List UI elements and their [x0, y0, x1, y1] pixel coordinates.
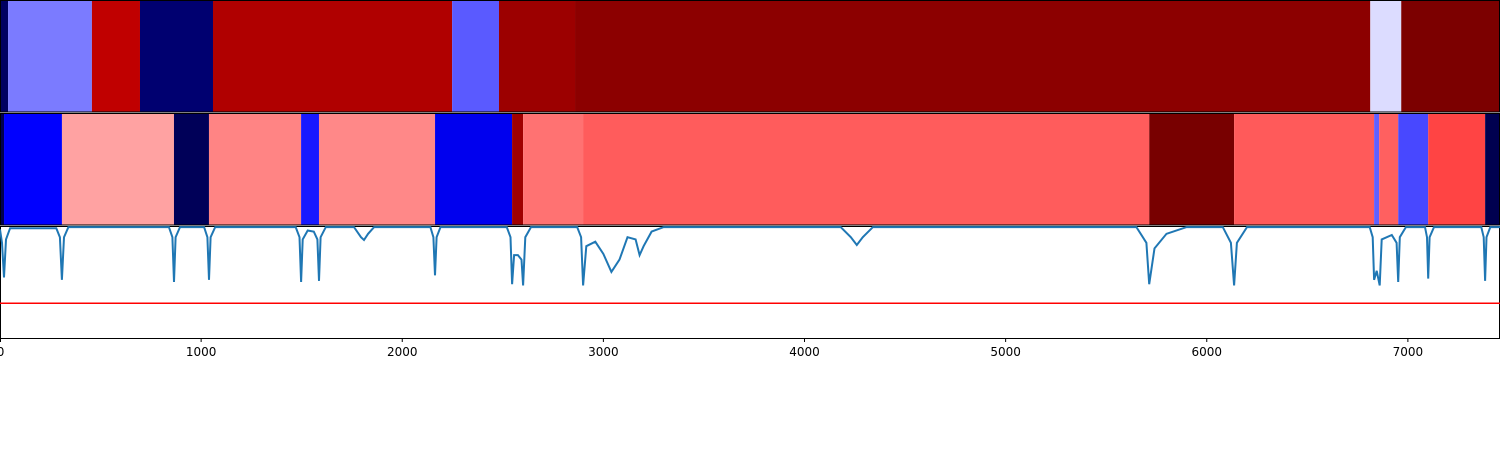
segment — [1428, 113, 1486, 225]
segment — [1401, 0, 1500, 112]
x-tick-label: 3000 — [588, 345, 619, 359]
segment — [1485, 113, 1500, 225]
signal-line — [0, 226, 1500, 286]
segment — [498, 0, 576, 112]
segment — [1370, 0, 1402, 112]
x-tick-label: 5000 — [990, 345, 1021, 359]
segment — [1398, 113, 1429, 225]
segment — [61, 113, 174, 225]
segment — [1379, 113, 1399, 225]
segment — [318, 113, 436, 225]
x-tick-label: 4000 — [789, 345, 820, 359]
segment — [1374, 113, 1380, 225]
segment — [301, 113, 319, 225]
segment — [208, 113, 302, 225]
segment — [173, 113, 209, 225]
segment — [0, 0, 9, 112]
segment — [4, 113, 62, 225]
x-tick-label: 1000 — [186, 345, 217, 359]
segment — [523, 113, 584, 225]
x-tick-label: 0 — [0, 345, 4, 359]
panel-border — [0, 226, 1500, 339]
segment — [91, 0, 140, 112]
segment — [1149, 113, 1235, 225]
segment — [435, 113, 513, 225]
segment — [0, 113, 5, 225]
segment — [452, 0, 499, 112]
x-tick-label: 2000 — [387, 345, 418, 359]
x-tick-label: 6000 — [1191, 345, 1222, 359]
segment — [212, 0, 453, 112]
segment — [1234, 113, 1375, 225]
segment — [512, 113, 524, 225]
segment — [139, 0, 213, 112]
segment — [8, 0, 92, 112]
segment — [575, 0, 1371, 112]
segment — [583, 113, 1150, 225]
x-tick-label: 7000 — [1393, 345, 1424, 359]
